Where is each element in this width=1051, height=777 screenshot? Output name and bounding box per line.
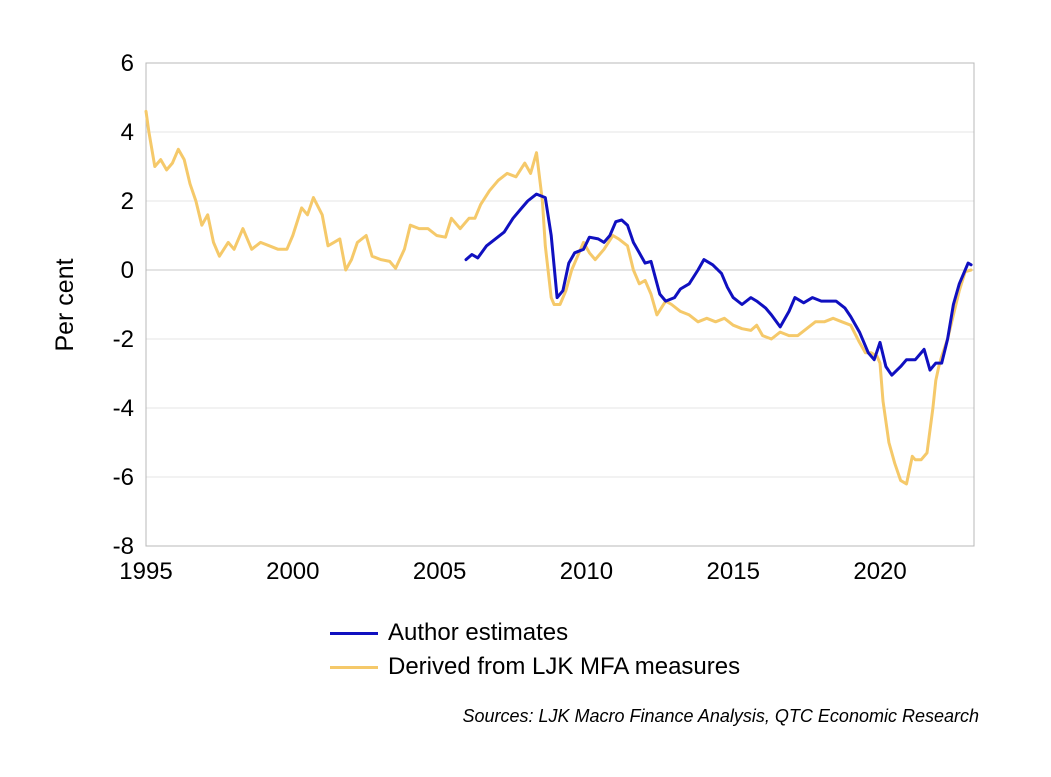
y-tick-label: -4 — [113, 395, 134, 422]
x-tick-label: 1995 — [119, 558, 172, 585]
x-tick-label: 2020 — [853, 558, 906, 585]
y-tick-label: 0 — [121, 257, 134, 284]
source-note: Sources: LJK Macro Finance Analysis, QTC… — [462, 706, 979, 726]
legend-item-author-estimates: Author estimates — [330, 616, 740, 650]
y-tick-label: -6 — [113, 464, 134, 491]
y-tick-label: -2 — [113, 326, 134, 353]
series-layer — [144, 109, 973, 486]
series-line-author-estimates — [464, 192, 973, 377]
y-tick-label: -8 — [113, 533, 134, 560]
y-axis: 6 4 2 0 -2 -4 -6 -8 — [113, 50, 134, 560]
legend-label: Author estimates — [388, 619, 569, 646]
x-tick-label: 2010 — [560, 558, 613, 585]
y-tick-label: 4 — [121, 119, 134, 146]
legend-swatch-author-estimates — [330, 631, 378, 635]
x-axis: 1995 2000 2005 2010 2015 2020 — [119, 558, 906, 585]
legend-swatch-ljk-mfa — [330, 665, 378, 669]
legend-label: Derived from LJK MFA measures — [388, 653, 741, 680]
grid-lines — [146, 62, 974, 547]
y-tick-label: 6 — [121, 50, 134, 77]
legend-item-ljk-mfa: Derived from LJK MFA measures — [330, 650, 740, 684]
legend: Author estimates Derived from LJK MFA me… — [330, 616, 740, 684]
x-tick-label: 2005 — [413, 558, 466, 585]
plot-frame — [145, 62, 975, 547]
y-tick-label: 2 — [121, 188, 134, 215]
x-tick-label: 2015 — [707, 558, 760, 585]
y-axis-label: Per cent — [51, 258, 79, 351]
x-tick-label: 2000 — [266, 558, 319, 585]
